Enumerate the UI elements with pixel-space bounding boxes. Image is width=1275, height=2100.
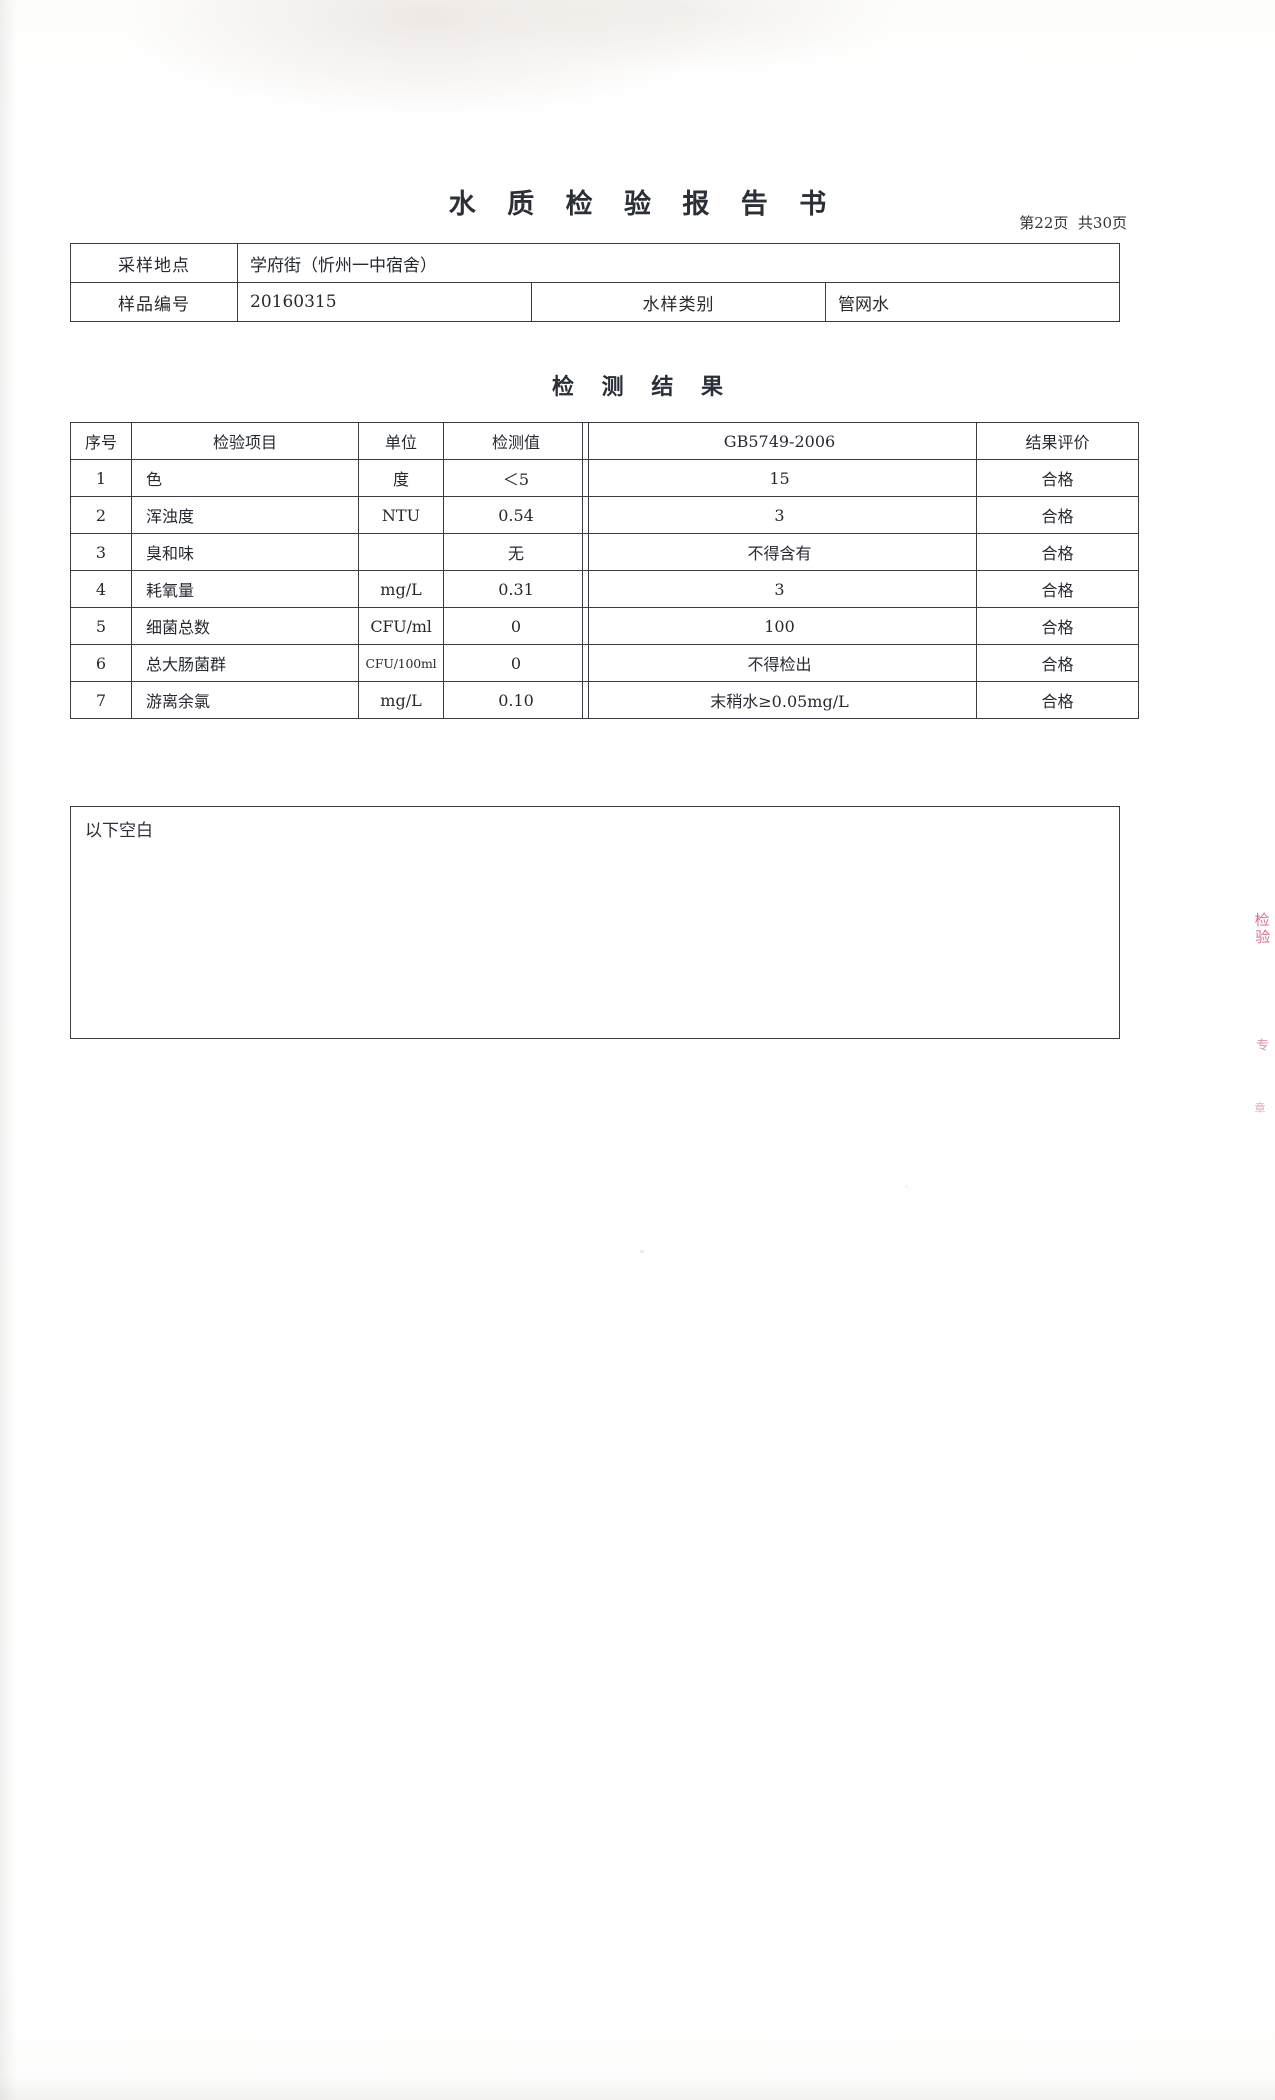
row-standard: 不得含有 <box>582 533 977 571</box>
row-no: 3 <box>70 533 132 571</box>
row-value: 0 <box>443 607 589 645</box>
row-unit: CFU/100ml <box>358 644 444 682</box>
table-row: 3 合格 <box>582 496 1139 534</box>
table-row: 末稍水≥0.05mg/L 合格 <box>582 681 1139 719</box>
table-row: 4 耗氧量 mg/L 0.31 <box>70 570 589 608</box>
page-edge-shadow-left <box>0 0 16 2100</box>
table-row: 1 色 度 ＜5 <box>70 459 589 497</box>
row-evaluation: 合格 <box>976 459 1139 497</box>
row-evaluation: 合格 <box>976 496 1139 534</box>
row-unit: CFU/ml <box>358 607 444 645</box>
column-header-unit: 单位 <box>358 422 444 460</box>
row-unit <box>358 533 444 571</box>
table-row: 采样地点 学府街（忻州一中宿舍） <box>70 243 1120 283</box>
row-evaluation: 合格 <box>976 681 1139 719</box>
scan-speckle <box>905 1185 908 1188</box>
table-row: 样品编号 20160315 水样类别 管网水 <box>70 282 1120 322</box>
table-column-gap <box>552 422 582 719</box>
row-unit: mg/L <box>358 570 444 608</box>
table-row: 6 总大肠菌群 CFU/100ml 0 <box>70 644 589 682</box>
row-value: 0 <box>443 644 589 682</box>
red-seal-fragment-icon: 章 <box>1253 1102 1266 1113</box>
row-value: 0.54 <box>443 496 589 534</box>
row-standard: 3 <box>582 496 977 534</box>
table-row: 100 合格 <box>582 607 1139 645</box>
table-header-row: GB5749-2006 结果评价 <box>582 422 1139 460</box>
row-item: 细菌总数 <box>131 607 359 645</box>
row-no: 6 <box>70 644 132 682</box>
row-evaluation: 合格 <box>976 570 1139 608</box>
table-row: 不得检出 合格 <box>582 644 1139 682</box>
sample-number-label: 样品编号 <box>70 282 238 322</box>
row-item: 游离余氯 <box>131 681 359 719</box>
row-item: 色 <box>131 459 359 497</box>
column-header-standard: GB5749-2006 <box>582 422 977 460</box>
row-standard: 100 <box>582 607 977 645</box>
results-right-block: GB5749-2006 结果评价 15 合格 3 合格 不得含有 合格 3 <box>582 422 1139 719</box>
row-item: 总大肠菌群 <box>131 644 359 682</box>
results-left-block: 序号 检验项目 单位 检测值 1 色 度 ＜5 2 浑浊度 NTU 0.54 <box>70 422 589 719</box>
row-standard: 末稍水≥0.05mg/L <box>582 681 977 719</box>
row-no: 5 <box>70 607 132 645</box>
row-no: 1 <box>70 459 132 497</box>
page-title: 水 质 检 验 报 告 书 <box>448 189 838 220</box>
table-row: 不得含有 合格 <box>582 533 1139 571</box>
column-header-item: 检验项目 <box>131 422 359 460</box>
scan-speckle <box>640 1250 644 1253</box>
row-standard: 不得检出 <box>582 644 977 682</box>
table-row: 15 合格 <box>582 459 1139 497</box>
table-row: 3 臭和味 无 <box>70 533 589 571</box>
red-seal-fragment-icon: 检验 <box>1252 911 1272 947</box>
row-unit: 度 <box>358 459 444 497</box>
row-unit: mg/L <box>358 681 444 719</box>
row-no: 7 <box>70 681 132 719</box>
row-standard: 15 <box>582 459 977 497</box>
row-evaluation: 合格 <box>976 607 1139 645</box>
row-standard: 3 <box>582 570 977 608</box>
row-evaluation: 合格 <box>976 533 1139 571</box>
sampling-location-label: 采样地点 <box>70 243 238 283</box>
water-type-label: 水样类别 <box>531 282 826 322</box>
row-no: 4 <box>70 570 132 608</box>
row-item: 臭和味 <box>131 533 359 571</box>
row-value: 0.10 <box>443 681 589 719</box>
row-no: 2 <box>70 496 132 534</box>
water-type-value: 管网水 <box>825 282 1120 322</box>
page-edge-shadow-bottom <box>0 2076 1275 2100</box>
row-item: 耗氧量 <box>131 570 359 608</box>
results-left-table: 序号 检验项目 单位 检测值 1 色 度 ＜5 2 浑浊度 NTU 0.54 <box>70 422 589 719</box>
blank-area-box: 以下空白 <box>70 806 1120 1039</box>
results-tables: 序号 检验项目 单位 检测值 1 色 度 ＜5 2 浑浊度 NTU 0.54 <box>70 422 1139 719</box>
sample-info-table: 采样地点 学府街（忻州一中宿舍） 样品编号 20160315 水样类别 管网水 <box>70 243 1120 322</box>
column-header-evaluation: 结果评价 <box>976 422 1139 460</box>
page-number: 第22页 共30页 <box>1019 214 1127 232</box>
table-row: 5 细菌总数 CFU/ml 0 <box>70 607 589 645</box>
results-heading: 检 测 结 果 <box>552 374 733 400</box>
results-right-table: GB5749-2006 结果评价 15 合格 3 合格 不得含有 合格 3 <box>582 422 1139 719</box>
row-evaluation: 合格 <box>976 644 1139 682</box>
sample-number-value: 20160315 <box>237 282 532 322</box>
sampling-location-value: 学府街（忻州一中宿舍） <box>237 243 1120 283</box>
red-seal-fragment-icon: 专 <box>1253 1038 1268 1054</box>
table-header-row: 序号 检验项目 单位 检测值 <box>70 422 589 460</box>
table-row: 3 合格 <box>582 570 1139 608</box>
column-header-no: 序号 <box>70 422 132 460</box>
row-item: 浑浊度 <box>131 496 359 534</box>
blank-area-note: 以下空白 <box>85 821 153 841</box>
table-row: 2 浑浊度 NTU 0.54 <box>70 496 589 534</box>
column-header-value: 检测值 <box>443 422 589 460</box>
row-unit: NTU <box>358 496 444 534</box>
table-row: 7 游离余氯 mg/L 0.10 <box>70 681 589 719</box>
